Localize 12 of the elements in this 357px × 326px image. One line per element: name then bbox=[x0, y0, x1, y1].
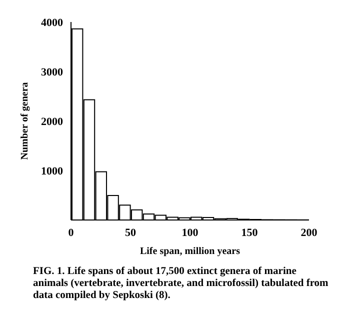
y-tick-label: 1000 bbox=[41, 165, 64, 178]
x-axis-title: Life span, million years bbox=[140, 246, 240, 257]
x-tick-label: 100 bbox=[182, 226, 199, 239]
y-tick-label: 4000 bbox=[41, 16, 64, 29]
y-axis-title: Number of genera bbox=[20, 82, 31, 160]
y-tick-label: 3000 bbox=[41, 66, 64, 78]
x-tick-label: 200 bbox=[300, 226, 318, 239]
x-tick-label: 0 bbox=[68, 226, 74, 239]
x-tick-label: 150 bbox=[241, 226, 258, 239]
y-tick-label: 2000 bbox=[41, 116, 64, 128]
caption: FIG. 1. Life spans of about 17,500 extinct genera of marine animals (vertebrate, invertebrate, and microfossil) tabulated from data compiled by Sepkoski (8). bbox=[33, 266, 329, 302]
x-tick-label: 50 bbox=[125, 226, 136, 239]
